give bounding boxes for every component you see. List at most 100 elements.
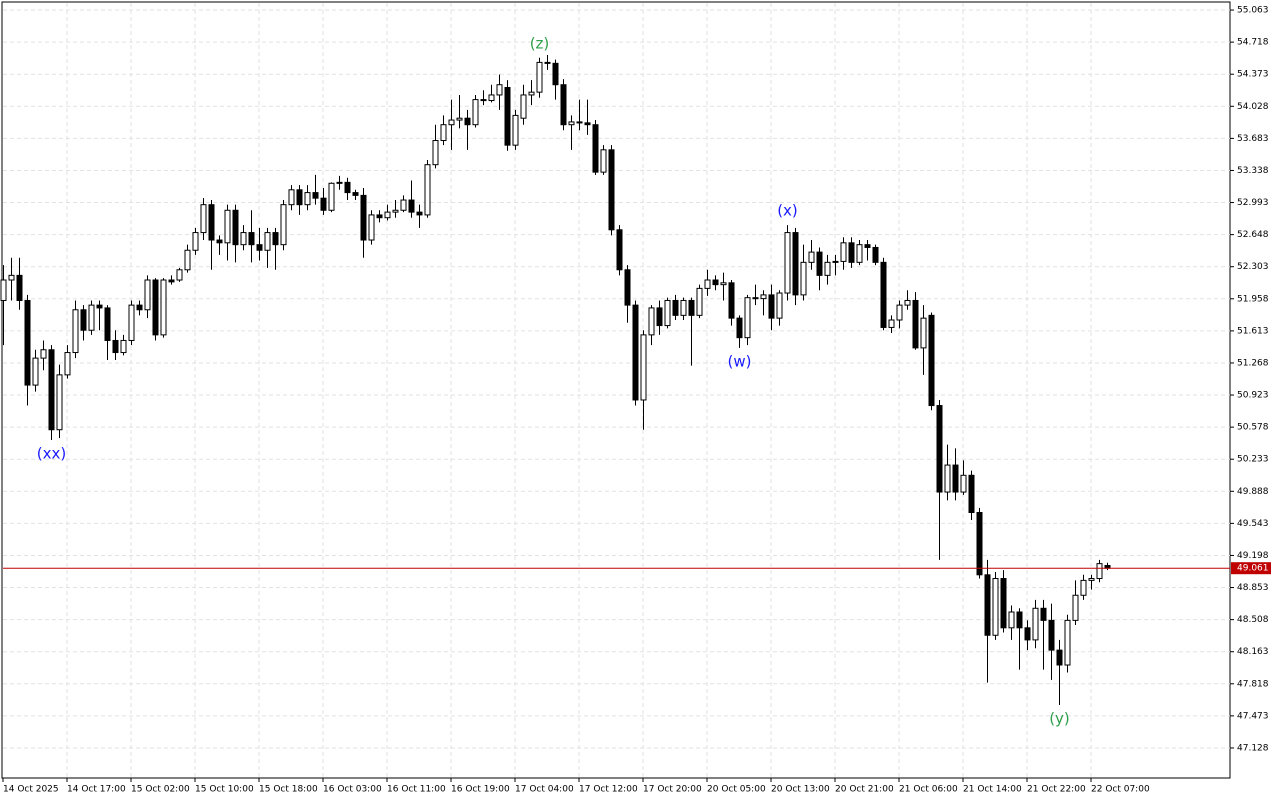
candle-body (208, 204, 215, 241)
y-tick-label: 48.163 (1237, 647, 1269, 657)
candle-body (1008, 611, 1015, 629)
x-tick-label: 20 Oct 13:00 (771, 785, 830, 795)
candle-body (872, 246, 879, 263)
y-tick-label: 54.028 (1237, 102, 1269, 112)
candle-body (168, 279, 175, 283)
candle-body (792, 232, 799, 296)
candle-body (992, 578, 999, 636)
y-tick-label: 51.268 (1237, 358, 1269, 368)
x-tick-label: 20 Oct 05:00 (707, 785, 766, 795)
candle-body (840, 242, 847, 262)
candle-body (1040, 607, 1047, 621)
candle-body (368, 214, 375, 241)
plot-frame (1, 1, 1231, 779)
candle-body (608, 149, 615, 231)
candle-body (704, 279, 711, 289)
candle-body (144, 279, 151, 311)
candle-body (784, 232, 791, 294)
candle-body (48, 349, 55, 431)
candle-body (176, 269, 183, 281)
candle-body (480, 99, 487, 102)
y-tick-label: 48.508 (1237, 615, 1269, 625)
candle-body (440, 124, 447, 142)
candle-body (320, 197, 327, 211)
candle-body (552, 62, 559, 86)
y-tick-label: 52.993 (1237, 198, 1269, 208)
candle-body (976, 511, 983, 576)
x-tick-label: 17 Oct 04:00 (515, 785, 574, 795)
candle-body (760, 294, 767, 300)
y-tick-label: 49.888 (1237, 487, 1269, 497)
candle-body (728, 282, 735, 319)
candle-body (952, 464, 959, 493)
candle-body (472, 99, 479, 126)
wave-label: (w) (728, 352, 752, 370)
candle-body (1056, 649, 1063, 666)
wave-label: (y) (1049, 709, 1070, 727)
wave-label: (xx) (37, 444, 66, 462)
candle-body (1032, 607, 1039, 641)
candle-body (752, 297, 759, 300)
candle-body (160, 279, 167, 336)
candle-body (832, 260, 839, 263)
candle-body (1016, 611, 1023, 629)
candle-body (8, 274, 15, 281)
candle-body (712, 279, 719, 286)
candle-body (936, 405, 943, 493)
candle-body (304, 192, 311, 206)
candle-body (216, 239, 223, 244)
candle-body (808, 251, 815, 263)
x-tick-label: 16 Oct 03:00 (323, 785, 382, 795)
y-tick-label: 47.473 (1237, 711, 1269, 721)
candle-body (24, 299, 31, 386)
candle-body (280, 204, 287, 246)
x-tick-label: 16 Oct 11:00 (387, 785, 446, 795)
candle-body (264, 232, 271, 251)
candle-body (744, 297, 751, 339)
y-tick-label: 47.818 (1237, 679, 1269, 689)
candle-body (776, 292, 783, 319)
candle-body (152, 279, 159, 336)
candle-body (1088, 578, 1095, 581)
x-tick-label: 14 Oct 17:00 (67, 785, 126, 795)
candle-body (352, 192, 359, 196)
candle-body (432, 140, 439, 166)
candle-body (240, 232, 247, 246)
candle-body (576, 121, 583, 124)
candle-body (1080, 579, 1087, 596)
x-tick-label: 15 Oct 02:00 (131, 785, 190, 795)
candle-body (856, 244, 863, 263)
candle-body (624, 269, 631, 306)
y-tick-label: 53.338 (1237, 166, 1269, 176)
candle-body (224, 209, 231, 244)
last-price-box (1231, 562, 1271, 575)
candle-body (984, 574, 991, 636)
candle-body (448, 119, 455, 126)
x-tick-label: 17 Oct 12:00 (579, 785, 638, 795)
candle-body (824, 261, 831, 276)
x-tick-label: 21 Oct 14:00 (963, 785, 1022, 795)
y-tick-label: 52.648 (1237, 230, 1269, 240)
candle-body (696, 287, 703, 316)
candle-body (640, 334, 647, 401)
candle-body (488, 94, 495, 102)
x-tick-label: 15 Oct 18:00 (259, 785, 318, 795)
y-tick-label: 50.233 (1237, 455, 1269, 465)
y-tick-label: 53.683 (1237, 134, 1269, 144)
candle-body (1000, 578, 1007, 629)
candle-body (568, 121, 575, 126)
y-tick-label: 47.128 (1237, 743, 1269, 753)
candle-body (1048, 619, 1055, 651)
candle-body (392, 209, 399, 213)
candle-body (424, 164, 431, 216)
candle-body (680, 299, 687, 316)
candle-body (592, 124, 599, 173)
candle-body (968, 474, 975, 513)
candle-body (544, 61, 551, 64)
candle-body (232, 209, 239, 246)
candle-body (184, 249, 191, 271)
candle-body (464, 117, 471, 126)
x-tick-label: 20 Oct 21:00 (835, 785, 894, 795)
candle-body (80, 309, 87, 331)
candle-body (56, 374, 63, 431)
